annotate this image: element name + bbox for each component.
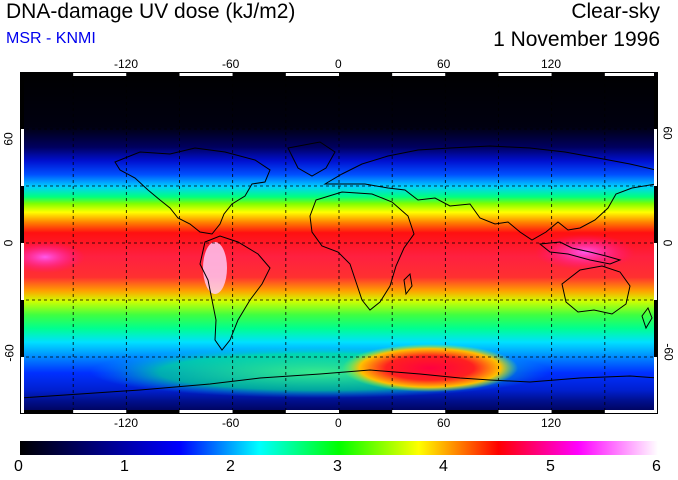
lon-tick-top: 60 xyxy=(437,57,451,71)
lat-tick-left: 0 xyxy=(1,239,16,247)
colorbar-ramp xyxy=(20,441,658,455)
lon-tick-top: 120 xyxy=(541,57,562,71)
lat-tick-left: -60 xyxy=(2,344,17,362)
south-america-coast xyxy=(199,235,271,351)
colorbar-tick: 6 xyxy=(652,458,661,475)
map-frame xyxy=(20,72,658,414)
indonesia-coast xyxy=(538,241,622,265)
colorbar-tick: 2 xyxy=(226,458,235,475)
date-label: 1 November 1996 xyxy=(493,28,660,51)
colorbar xyxy=(20,441,658,455)
sky-condition-label: Clear-sky xyxy=(571,0,660,23)
australia-coast xyxy=(561,265,631,315)
lat-tick-right: 0 xyxy=(660,239,675,247)
lon-tick-bottom: 60 xyxy=(437,416,451,430)
map-title: DNA-damage UV dose (kJ/m2) xyxy=(6,0,296,23)
lon-tick-bottom: -60 xyxy=(222,416,240,430)
eurasia-coast xyxy=(323,145,657,241)
colorbar-tick: 3 xyxy=(333,458,342,475)
greenland-coast xyxy=(287,141,336,177)
lon-tick-bottom: -120 xyxy=(114,416,139,430)
lat-tick-left: 60 xyxy=(1,132,16,146)
north-america-coast xyxy=(114,147,271,235)
africa-coast xyxy=(309,191,415,311)
credit-label: MSR - KNMI xyxy=(6,30,96,47)
madagascar-coast xyxy=(403,272,413,296)
coastlines xyxy=(20,141,658,399)
andes-maximum xyxy=(203,242,227,294)
high-dose-anomaly xyxy=(342,344,518,392)
lon-tick-top: 0 xyxy=(335,57,342,71)
uv-dose-map xyxy=(20,72,658,414)
colorbar-tick: 0 xyxy=(14,458,23,475)
colorbar-tick: 5 xyxy=(546,458,555,475)
colorbar-tick: 4 xyxy=(439,458,448,475)
pacific-maximum xyxy=(20,241,85,273)
lon-tick-bottom: 0 xyxy=(335,416,342,430)
graticule xyxy=(20,72,658,414)
lat-tick-right: -60 xyxy=(661,343,676,361)
lon-tick-top: -120 xyxy=(114,57,139,71)
antarctica-coast xyxy=(20,369,658,399)
lon-tick-top: -60 xyxy=(222,57,240,71)
lon-tick-bottom: 120 xyxy=(541,416,562,430)
lat-tick-right: 60 xyxy=(660,126,675,140)
new-zealand-coast xyxy=(641,306,653,330)
colorbar-tick: 1 xyxy=(120,458,129,475)
